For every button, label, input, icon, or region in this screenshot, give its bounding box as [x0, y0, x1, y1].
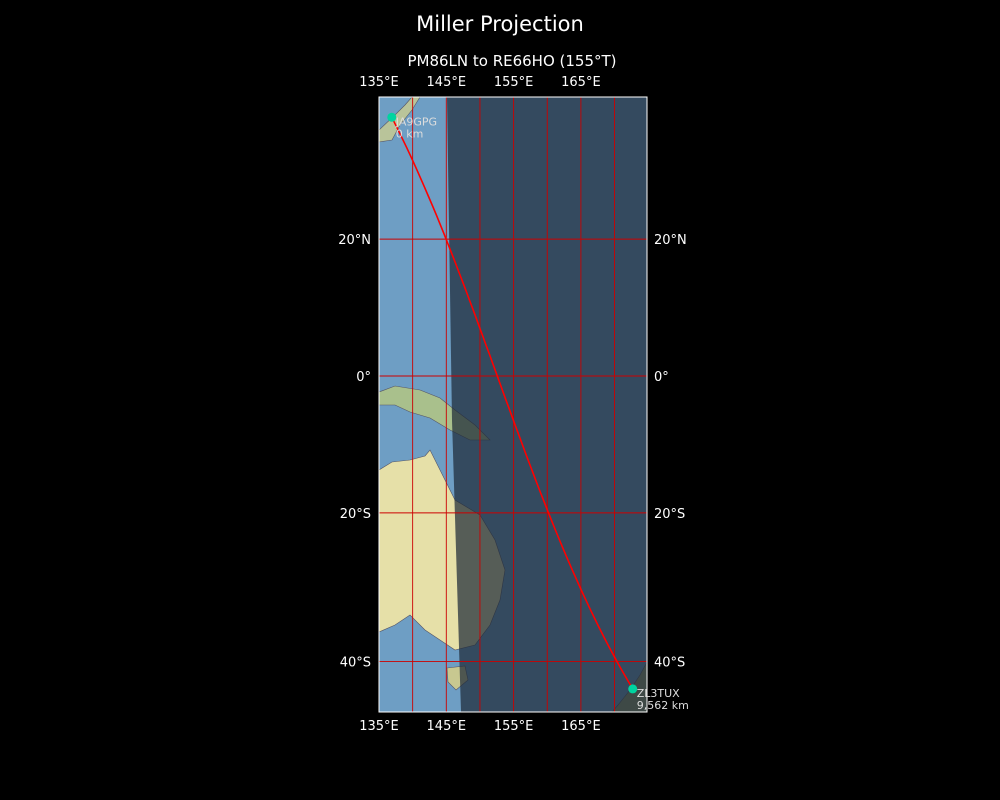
land-japan — [379, 97, 421, 143]
lon-tick-label-top: 165°E — [561, 75, 601, 90]
lon-tick-label-top: 155°E — [494, 75, 534, 90]
station-marker — [387, 112, 397, 122]
lat-tick-label-right: 40°S — [654, 655, 685, 670]
map-subtitle: PM86LN to RE66HO (155°T) — [407, 52, 617, 70]
station-marker — [628, 684, 638, 694]
great-circle-path — [391, 116, 634, 690]
lon-tick-label-bottom: 165°E — [561, 719, 601, 734]
lat-tick-label-right: 20°N — [654, 233, 687, 248]
lon-tick-label-bottom: 145°E — [427, 719, 467, 734]
lon-tick-label-bottom: 135°E — [359, 719, 399, 734]
station-distance: 9,562 km — [637, 699, 689, 712]
lat-tick-label-left: 20°S — [340, 507, 371, 522]
figure-title: Miller Projection — [416, 12, 584, 36]
map-frame — [378, 96, 648, 713]
lat-tick-label-right: 20°S — [654, 507, 685, 522]
lat-tick-label-right: 0° — [654, 370, 669, 385]
map-area — [379, 97, 647, 712]
station-distance: 0 km — [396, 127, 424, 140]
gridlines — [379, 97, 647, 712]
lat-tick-label-left: 20°N — [338, 233, 371, 248]
tick-labels: 135°E 135°E 145°E 145°E 155°E 155°E 165°E 165°E… — [338, 75, 687, 734]
lat-tick-label-left: 40°S — [340, 655, 371, 670]
lon-tick-label-top: 145°E — [427, 75, 467, 90]
lon-tick-label-top: 135°E — [359, 75, 399, 90]
station-callsign: JA9GPG — [395, 115, 437, 128]
stations — [387, 112, 638, 694]
lat-tick-label-left: 0° — [356, 370, 371, 385]
lon-tick-label-bottom: 155°E — [494, 719, 534, 734]
station-callsign: ZL3TUX — [637, 687, 680, 700]
